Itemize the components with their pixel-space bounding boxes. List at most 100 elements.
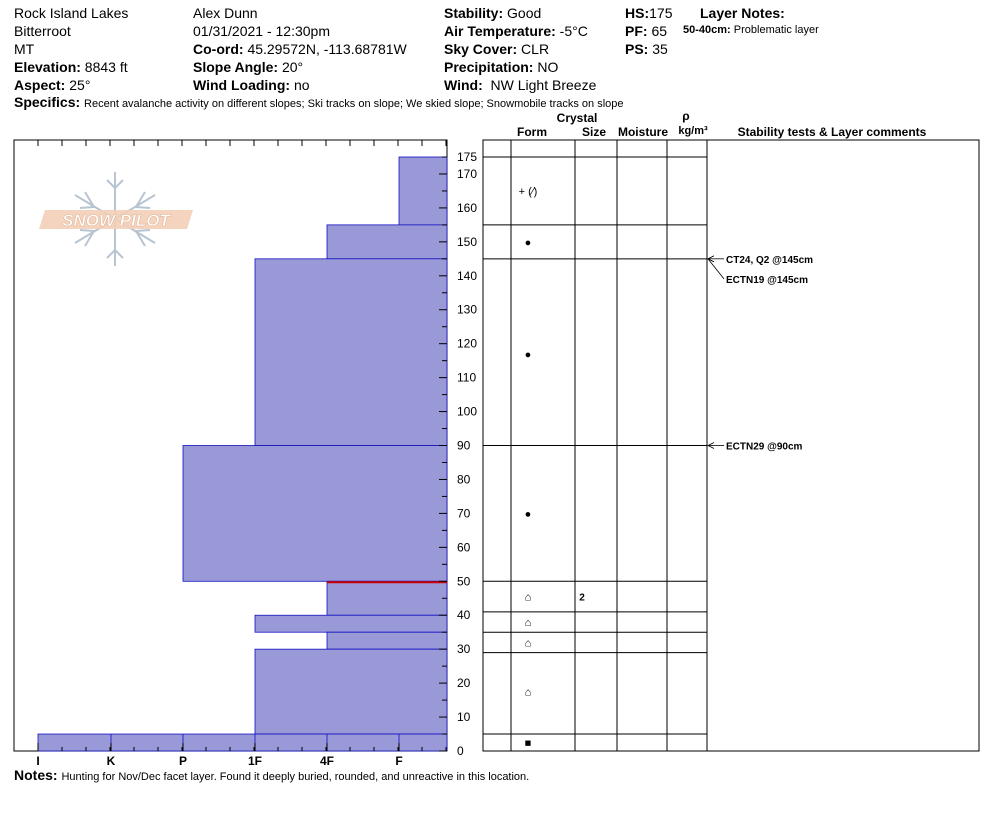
pf-value: 65 — [651, 23, 668, 39]
hardness-tick-label: 1F — [248, 754, 262, 768]
depth-tick-label: 70 — [457, 506, 471, 520]
slope-angle: Slope Angle: 20° — [193, 58, 407, 76]
hardness-tick-label: F — [395, 754, 402, 768]
layer-note-range: 50-40cm: — [683, 24, 731, 36]
wind: Wind: NW Light Breeze — [444, 76, 596, 94]
form-header: Form — [517, 125, 547, 139]
sky-value: CLR — [521, 41, 550, 57]
hardness-plot: I K P 1F 4F F — [13, 139, 448, 768]
sky-label: Sky Cover: — [444, 41, 518, 57]
elevation-label: Elevation: — [14, 59, 81, 75]
coordinates: Co-ord: 45.29572N, -113.68781W — [193, 40, 407, 58]
wind-loading-label: Wind Loading: — [193, 77, 291, 93]
specifics: Specifics: Recent avalanche activity on … — [14, 94, 624, 110]
depth-tick-label: 60 — [457, 540, 471, 554]
layer-notes-label: Layer Notes: — [700, 5, 785, 21]
penetration-foot: PF: 65 — [625, 22, 672, 40]
density-unit-header: kg/m³ — [678, 125, 708, 137]
mountain-range: Bitterroot — [14, 23, 71, 39]
stability-test-label: ECTN29 @90cm — [726, 442, 803, 453]
pf-label: PF: — [625, 23, 648, 39]
depth-tick-label: 0 — [457, 744, 464, 758]
layer-notes: Layer Notes: — [700, 4, 785, 22]
depth-tick-label: 100 — [457, 405, 477, 419]
penetration-ski: PS: 35 — [625, 40, 672, 58]
ps-value: 35 — [652, 41, 668, 57]
hs-label: HS: — [625, 5, 650, 21]
stability-test-label: CT24, Q2 @145cm — [726, 255, 813, 266]
depth-tick-label: 140 — [457, 269, 477, 283]
hardness-tick-label: I — [36, 754, 39, 768]
depth-tick-label: 110 — [457, 371, 476, 385]
aspect-label: Aspect: — [14, 77, 66, 93]
air-temp-label: Air Temperature: — [444, 23, 556, 39]
grain-form: ● — [525, 508, 532, 520]
coord-label: Co-ord: — [193, 41, 244, 57]
depth-tick-label: 80 — [457, 472, 471, 486]
hardness-bar — [254, 614, 448, 633]
hardness-bar — [182, 445, 448, 582]
stability: Stability: Good — [444, 4, 596, 22]
wind-loading-value: no — [293, 77, 310, 93]
grain-form: ⌂ — [525, 637, 532, 649]
slope-label: Slope Angle: — [193, 59, 279, 75]
hardness-bar — [37, 733, 448, 752]
crystal-header: Crystal — [557, 111, 598, 125]
elevation: Elevation: 8843 ft — [14, 58, 128, 76]
layer-note-entry: 50-40cm: Problematic layer — [683, 24, 819, 36]
hardness-bar — [398, 156, 448, 226]
grain-form: ● — [525, 237, 532, 249]
depth-tick-label: 10 — [457, 710, 471, 724]
air-temperature: Air Temperature: -5°C — [444, 22, 596, 40]
wind-value: NW Light Breeze — [490, 77, 597, 93]
header-col-4: HS:175 PF: 65 PS: 35 — [625, 4, 672, 58]
depth-tick-label: 150 — [457, 235, 477, 249]
header-col-1: Rock Island Lakes Bitterroot MT Elevatio… — [14, 4, 128, 94]
snow-height: HS:175 — [625, 4, 672, 22]
depth-axis: 0 10 20 30 40 50 60 70 80 90 100 110 120 130 140 150 160… — [439, 150, 477, 758]
sky-cover: Sky Cover: CLR — [444, 40, 596, 58]
rho-header: ρ — [682, 109, 689, 123]
stability-test-pointer — [707, 258, 725, 280]
hardness-bar — [326, 224, 448, 260]
hardness-bar — [326, 631, 448, 650]
grain-form: ⌂ — [525, 617, 532, 629]
hardness-tick-label: 4F — [320, 754, 334, 768]
grain-form: ■ — [525, 738, 532, 750]
wind-loading: Wind Loading: no — [193, 76, 407, 94]
grain-size: 2 — [579, 593, 585, 604]
comments-header: Stability tests & Layer comments — [738, 125, 927, 139]
hardness-tick-label: K — [107, 754, 116, 768]
header-col-2: Alex Dunn 01/31/2021 - 12:30pm Co-ord: 4… — [193, 4, 407, 94]
hardness-tick-label: P — [179, 754, 187, 768]
depth-tick-label: 90 — [457, 439, 471, 453]
depth-tick-label: 50 — [457, 574, 471, 588]
precip-label: Precipitation: — [444, 59, 534, 75]
depth-tick-label: 120 — [457, 337, 477, 351]
stability-value: Good — [507, 5, 542, 21]
moisture-header: Moisture — [618, 125, 668, 139]
aspect: Aspect: 25° — [14, 76, 128, 94]
precipitation: Precipitation: NO — [444, 58, 596, 76]
depth-tick-label: 40 — [457, 608, 471, 622]
observer-name: Alex Dunn — [193, 5, 258, 21]
logo-banner — [39, 210, 193, 229]
elevation-value: 8843 ft — [84, 59, 128, 75]
grain-form: + (∕) — [519, 186, 538, 198]
slope-value: 20° — [281, 59, 304, 75]
wind-label: Wind: — [444, 77, 483, 93]
stability-test-label: ECTN19 @145cm — [726, 275, 808, 286]
depth-tick-label: 20 — [457, 676, 471, 690]
hardness-bar — [326, 580, 448, 616]
hs-value: 175 — [649, 5, 673, 21]
arrow-icon — [707, 255, 715, 263]
grain-form: ⌂ — [525, 592, 532, 604]
depth-tick-label: 170 — [457, 167, 477, 181]
state: MT — [14, 41, 35, 57]
depth-tick-label: 30 — [457, 642, 471, 656]
specifics-label: Specifics: — [14, 94, 81, 110]
aspect-value: 25° — [69, 77, 91, 93]
depth-tick-label: 130 — [457, 303, 477, 317]
notes: Notes: Hunting for Nov/Dec facet layer. … — [14, 767, 529, 783]
